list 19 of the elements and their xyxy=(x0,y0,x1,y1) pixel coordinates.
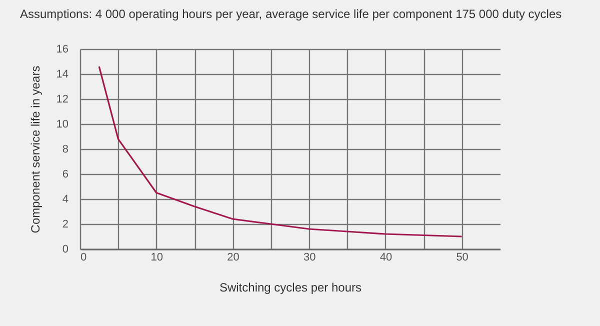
y-tick-label: 14 xyxy=(56,68,68,80)
line-series xyxy=(98,66,463,238)
x-tick-label: 40 xyxy=(380,252,392,264)
x-tick-label: 50 xyxy=(456,252,468,264)
x-tick-label: 20 xyxy=(227,252,240,264)
x-tick-label: 30 xyxy=(303,252,316,264)
x-axis-title: Switching cycles per hours xyxy=(219,280,362,294)
y-tick-label: 0 xyxy=(62,244,68,256)
y-tick-label: 2 xyxy=(62,218,68,230)
y-tick-label: 12 xyxy=(56,94,68,106)
chart-title: Assumptions: 4 000 operating hours per year, average service life per component 175 000 duty cycles xyxy=(20,7,562,21)
x-tick-label: 0 xyxy=(80,252,87,264)
y-axis-title: Component service life in years xyxy=(28,66,42,234)
y-tick-label: 16 xyxy=(56,44,68,56)
y-tick-label: 8 xyxy=(62,144,68,156)
y-tick-label: 10 xyxy=(56,118,68,130)
x-tick-label: 10 xyxy=(150,252,163,264)
y-tick-label: 6 xyxy=(62,168,68,180)
y-tick-label: 4 xyxy=(62,194,68,206)
